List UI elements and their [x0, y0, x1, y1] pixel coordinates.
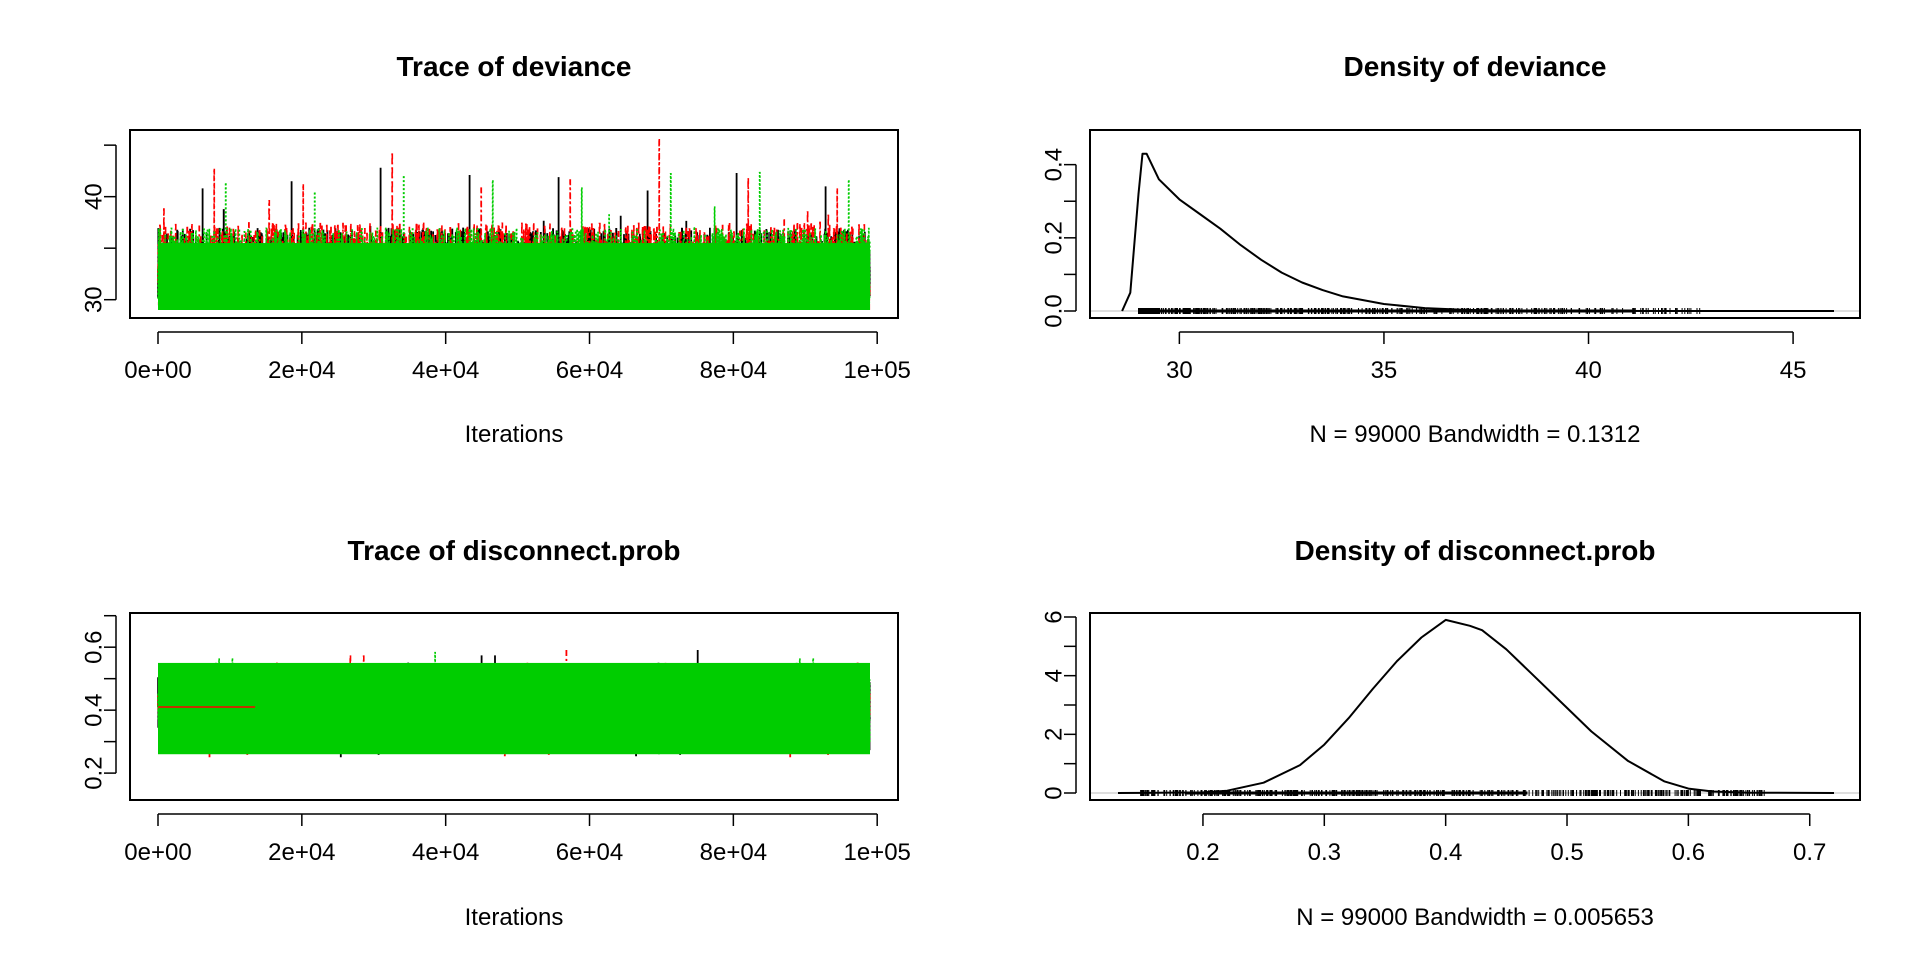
plot-frame [1089, 612, 1861, 801]
x-axis-label: N = 99000 Bandwidth = 0.005653 [1296, 904, 1654, 931]
x-axis-label: N = 99000 Bandwidth = 0.1312 [1310, 421, 1641, 448]
chart-title: Trace of disconnect.prob [348, 535, 681, 566]
panel-3: Trace of disconnect.prob Iterations 0e+00 2… [80, 535, 911, 931]
y-tick-label: 0.2 [1040, 221, 1067, 254]
x-tick-label: 8e+04 [700, 839, 767, 866]
x-tick-label: 1e+05 [843, 839, 910, 866]
trace-core-fill [158, 662, 870, 755]
chart-title: Density of disconnect.prob [1295, 535, 1656, 566]
plot-area [157, 139, 871, 310]
x-tick-label: 40 [1575, 357, 1602, 384]
y-tick-label: 2 [1040, 728, 1067, 741]
x-axis-label: Iterations [465, 421, 564, 448]
y-tick-label: 0.4 [80, 693, 107, 726]
x-tick-label: 0.2 [1186, 839, 1219, 866]
plot-frame [1089, 129, 1861, 319]
x-tick-label: 4e+04 [412, 839, 479, 866]
x-tick-label: 2e+04 [268, 357, 335, 384]
x-tick-label: 2e+04 [268, 839, 335, 866]
chart-title: Trace of deviance [396, 51, 631, 82]
x-tick-label: 4e+04 [412, 357, 479, 384]
x-tick-label: 6e+04 [556, 357, 623, 384]
y-tick-label: 6 [1040, 610, 1067, 623]
y-tick-label: 0 [1040, 786, 1067, 799]
x-tick-label: 30 [1166, 357, 1193, 384]
plot-area [1090, 152, 1860, 314]
x-tick-label: 35 [1371, 357, 1398, 384]
y-tick-label: 40 [80, 183, 107, 210]
y-tick-label: 30 [80, 286, 107, 313]
plot-frame [129, 129, 899, 319]
x-tick-label: 6e+04 [556, 839, 623, 866]
y-tick-label: 0.2 [80, 756, 107, 789]
chart-title: Density of deviance [1344, 51, 1607, 82]
panel-1: Trace of deviance Iterations 0e+00 2e+04 4e+… [80, 51, 911, 448]
x-tick-label: 8e+04 [700, 357, 767, 384]
plot-frame [129, 612, 899, 801]
y-tick-label: 4 [1040, 669, 1067, 682]
x-axis-label: Iterations [465, 904, 564, 931]
y-tick-label: 0.4 [1040, 148, 1067, 181]
x-tick-label: 0e+00 [124, 839, 191, 866]
x-tick-label: 1e+05 [843, 357, 910, 384]
x-tick-label: 0.7 [1793, 839, 1826, 866]
x-tick-label: 0.5 [1550, 839, 1583, 866]
x-tick-label: 0e+00 [124, 357, 191, 384]
x-tick-label: 0.3 [1308, 839, 1341, 866]
y-tick-label: 0.6 [80, 630, 107, 663]
plot-area [157, 650, 871, 758]
density-curve [1117, 618, 1835, 794]
x-tick-label: 0.6 [1672, 839, 1705, 866]
panel-2: Density of deviance N = 99000 Bandwidth =… [1040, 51, 1861, 448]
x-tick-label: 0.4 [1429, 839, 1462, 866]
panel-4: Density of disconnect.prob N = 99000 Band… [1040, 535, 1861, 931]
x-tick-label: 45 [1780, 357, 1807, 384]
density-curve [1121, 152, 1834, 312]
plot-area [1090, 618, 1860, 796]
y-tick-label: 0.0 [1040, 294, 1067, 327]
trace-core-fill [158, 243, 870, 310]
